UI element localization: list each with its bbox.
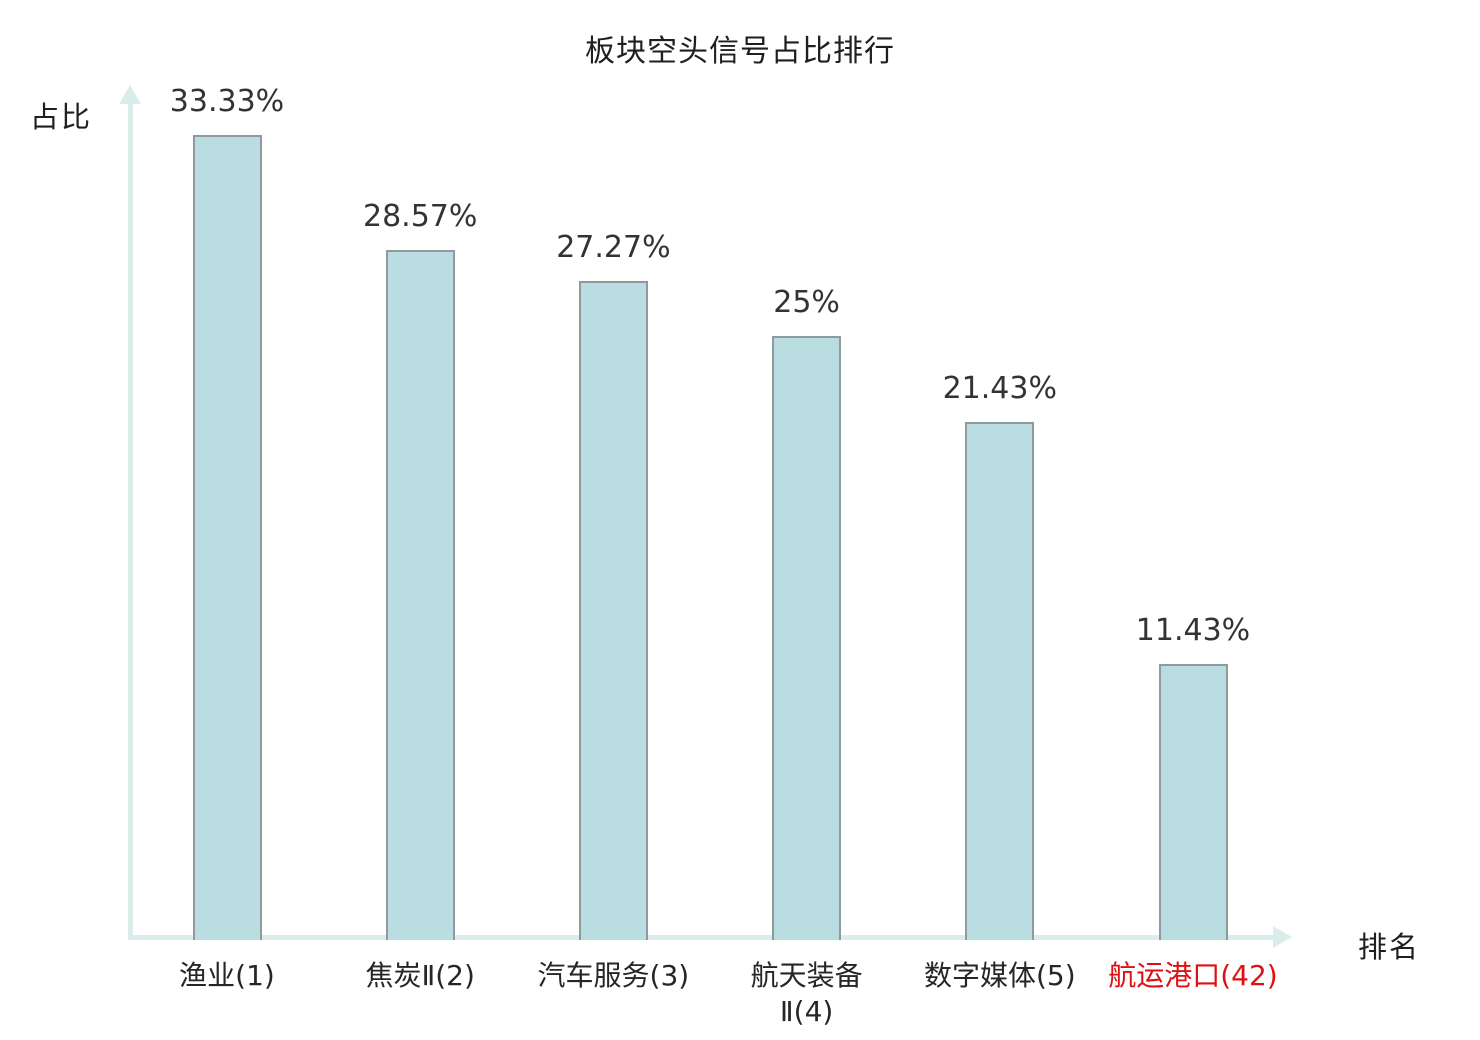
bar bbox=[1158, 664, 1228, 940]
bar-category-label: 航天装备 Ⅱ(4) bbox=[750, 959, 863, 1028]
bar-value-label: 27.27% bbox=[556, 230, 671, 265]
bar-value-label: 21.43% bbox=[942, 371, 1057, 406]
x-axis-arrow-icon bbox=[1273, 926, 1292, 948]
x-axis-line bbox=[128, 935, 1273, 940]
bar bbox=[965, 422, 1035, 940]
bar-value-label: 11.43% bbox=[1135, 613, 1251, 648]
y-axis-line bbox=[128, 102, 133, 940]
bar-category-label: 数字媒体(5) bbox=[923, 959, 1076, 992]
bar bbox=[385, 250, 455, 940]
bar-category-label: 焦炭Ⅱ(2) bbox=[365, 959, 475, 992]
bar-category-label: 航运港口(42) bbox=[1108, 959, 1278, 992]
bar-value-label: 28.57% bbox=[362, 199, 478, 234]
bar bbox=[772, 336, 842, 940]
bar bbox=[192, 135, 262, 940]
bar-value-label: 25% bbox=[773, 285, 840, 320]
bar-category-label: 汽车服务(3) bbox=[537, 959, 690, 992]
chart-title: 板块空头信号占比排行 bbox=[585, 34, 895, 69]
bar bbox=[578, 281, 648, 940]
x-axis-label: 排名 bbox=[1358, 930, 1421, 964]
bar-value-label: 33.33% bbox=[169, 84, 285, 119]
bar-category-label: 渔业(1) bbox=[179, 959, 275, 992]
y-axis-label: 占比 bbox=[30, 100, 93, 134]
y-axis-arrow-icon bbox=[119, 85, 141, 104]
